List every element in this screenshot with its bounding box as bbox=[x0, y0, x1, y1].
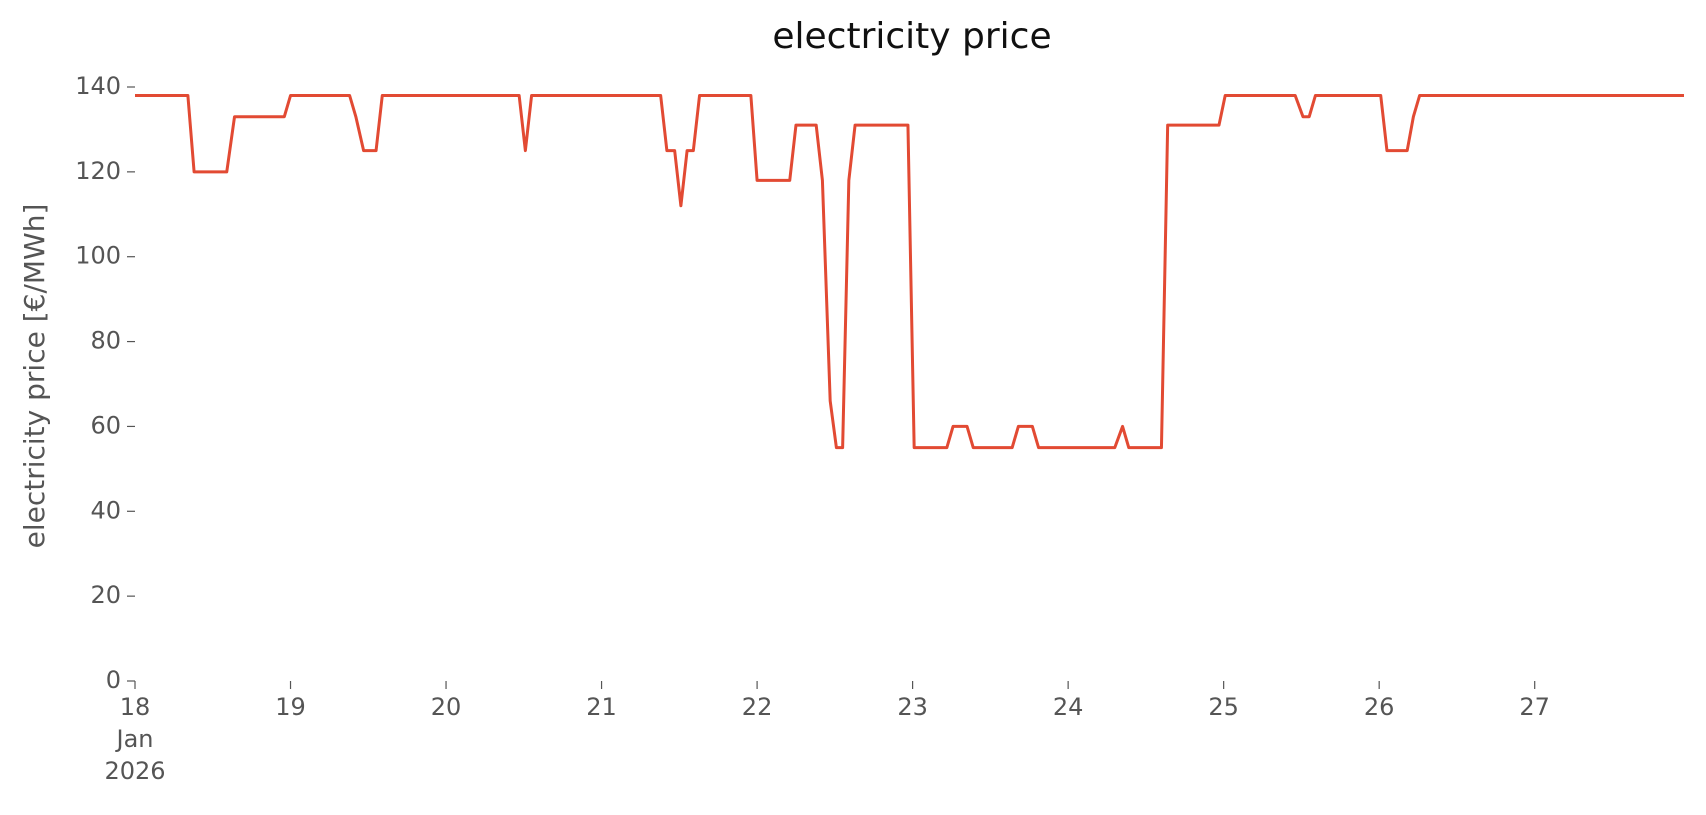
x-tick-label: 24 bbox=[1052, 693, 1084, 721]
x-tick-label: 25 bbox=[1208, 693, 1239, 721]
y-tick-label: 120 bbox=[75, 157, 121, 185]
x-tick-label: 27 bbox=[1519, 693, 1550, 721]
y-tick-label: 40 bbox=[90, 496, 121, 524]
y-tick-label: 0 bbox=[106, 666, 121, 694]
y-tick-label: 20 bbox=[90, 581, 121, 609]
y-tick-label: 80 bbox=[90, 327, 121, 355]
x-tick-label: 19 bbox=[275, 693, 306, 721]
x-tick-label: 18 Jan 2026 bbox=[104, 693, 166, 785]
y-tick-label: 100 bbox=[75, 242, 121, 270]
x-tick-label: 20 bbox=[430, 693, 462, 721]
x-tick-label: 21 bbox=[586, 693, 617, 721]
y-tick-label: 60 bbox=[90, 411, 121, 439]
y-axis-label: electricity price [€/MWh] bbox=[18, 204, 51, 549]
x-tick-label: 23 bbox=[897, 693, 928, 721]
x-tick-label: 26 bbox=[1363, 693, 1395, 721]
line bbox=[135, 93, 1684, 450]
chart-title: electricity price bbox=[772, 16, 1051, 57]
y-tick-label: 140 bbox=[75, 72, 121, 100]
x-tick-label: 22 bbox=[741, 693, 773, 721]
